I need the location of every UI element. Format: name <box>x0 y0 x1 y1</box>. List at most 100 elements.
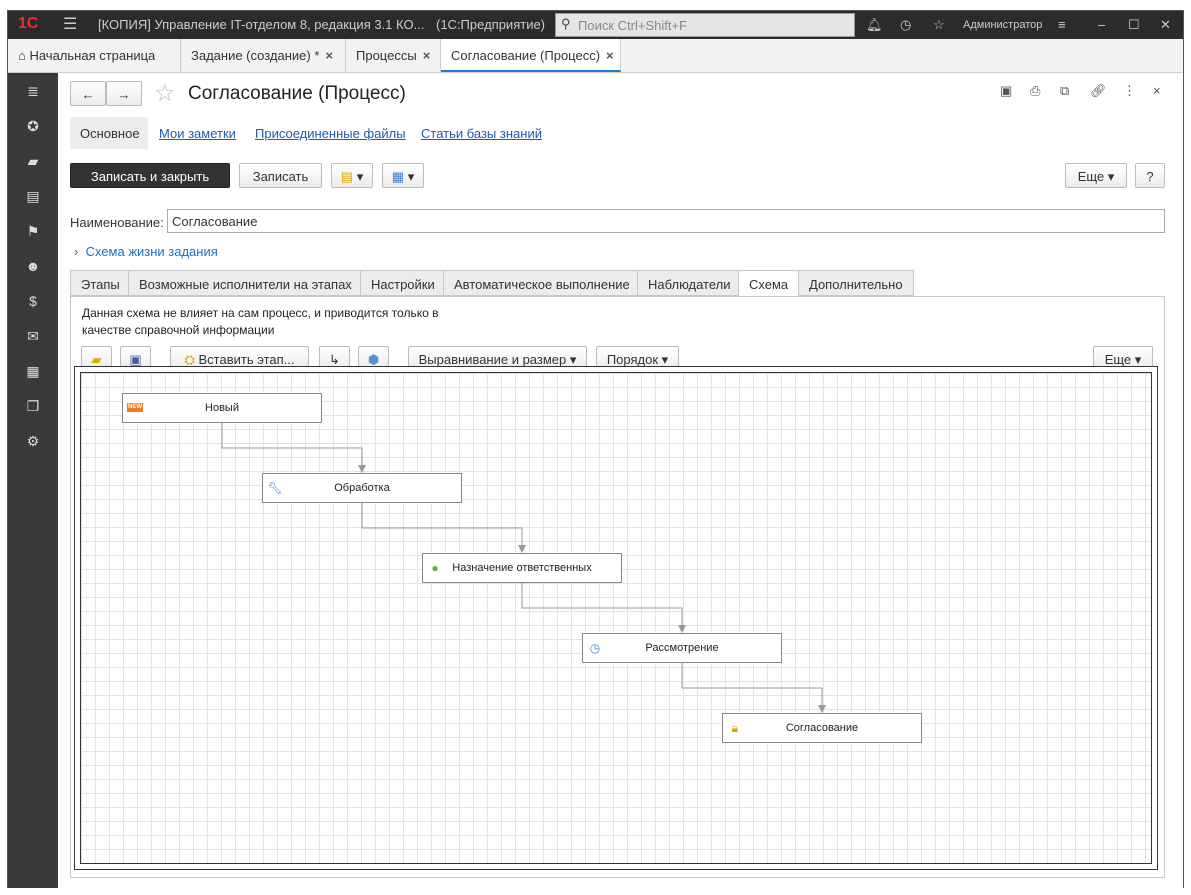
shapes-icon: ⬢ <box>367 352 380 367</box>
folder-icon: ▰ <box>91 352 102 367</box>
stage-label: Новый <box>205 402 239 414</box>
order-label: Порядок <box>606 352 659 367</box>
stage-node[interactable]: 🔒︎ Согласование <box>722 713 922 743</box>
floppy-icon: ▣ <box>129 352 142 367</box>
wrench-icon: 🔧︎ <box>267 481 283 495</box>
scheme-canvas[interactable]: NEW Новый 🔧︎ Обработка ● Назначение ответстве… <box>74 366 1158 870</box>
more-label: Еще <box>1077 169 1105 184</box>
tab-home[interactable]: ⌂ Начальная страница <box>8 39 181 72</box>
tab-bar: ⌂ Начальная страница Задание (создание) … <box>8 39 1183 73</box>
user-name[interactable]: Администратор <box>963 19 1043 31</box>
back-button[interactable]: ← <box>70 81 106 106</box>
nav-main[interactable]: Основное <box>70 117 148 149</box>
stage-label: Обработка <box>334 482 390 494</box>
mail-icon[interactable]: ✉ <box>27 328 39 344</box>
arrow-head <box>818 705 826 713</box>
history-icon[interactable]: ◷ <box>900 17 912 32</box>
close-icon[interactable]: × <box>422 48 431 63</box>
nav-files[interactable]: Присоединенные файлы <box>255 126 406 141</box>
nav-knowledge[interactable]: Статьи базы знаний <box>421 126 542 141</box>
tab-task[interactable]: Задание (создание) * × <box>181 39 346 72</box>
settings-icon[interactable]: ≡ <box>1058 17 1066 32</box>
grid: NEW Новый 🔧︎ Обработка ● Назначение ответстве… <box>80 372 1152 864</box>
maximize-icon[interactable]: ☐ <box>1128 17 1140 32</box>
star-icon[interactable]: ✪ <box>27 118 39 134</box>
stage-icon: ⛭ <box>184 352 199 367</box>
money-icon[interactable]: $ <box>29 293 37 309</box>
tab-label: Начальная страница <box>29 48 156 63</box>
stage-node[interactable]: ● Назначение ответственных <box>422 553 622 583</box>
tab-label: Согласование (Процесс) <box>451 48 601 63</box>
home-icon: ⌂ <box>18 48 30 63</box>
reports-button[interactable]: ▦ ▾ <box>382 163 424 188</box>
tab-label: Задание (создание) * <box>191 48 320 63</box>
inner-tabs: Этапы Возможные исполнители на этапах На… <box>70 270 1165 297</box>
menu-icon[interactable]: ≣ <box>27 83 39 99</box>
tab-label: Процессы <box>356 48 417 63</box>
tab-auto[interactable]: Автоматическое выполнение <box>443 270 641 296</box>
scheme-note-2: качестве справочной информации <box>82 323 275 337</box>
help-button[interactable]: ? <box>1135 163 1165 188</box>
connector-icon: ↳ <box>329 352 340 367</box>
close-icon[interactable]: × <box>606 48 614 63</box>
stage-label: Согласование <box>785 722 859 734</box>
stage-node[interactable]: ◷ Рассмотрение <box>582 633 782 663</box>
link-icon[interactable]: 🔗︎ <box>1090 83 1107 98</box>
tab-settings[interactable]: Настройки <box>360 270 446 296</box>
connectors <box>221 423 826 713</box>
report-icon: ▦ <box>391 169 405 184</box>
printer-icon[interactable]: ▤ <box>26 188 40 204</box>
print-icon[interactable]: ⎙ <box>1030 83 1041 98</box>
connector-line[interactable] <box>361 503 523 546</box>
gear-icon[interactable]: ⚙ <box>26 433 40 449</box>
connector-line[interactable] <box>681 663 823 706</box>
close-icon[interactable]: × <box>1153 83 1161 98</box>
documents-icon[interactable]: ❐ <box>26 398 40 414</box>
tab-performers[interactable]: Возможные исполнители на этапах <box>128 270 363 296</box>
save-and-close-button[interactable]: Записать и закрыть <box>70 163 230 188</box>
page-title: Согласование (Процесс) <box>188 83 406 104</box>
nav-notes[interactable]: Мои заметки <box>159 126 236 141</box>
save-button[interactable]: Записать <box>239 163 322 188</box>
search-input[interactable]: ⚲ Поиск Ctrl+Shift+F <box>555 13 855 37</box>
bell-icon[interactable]: 🔔︎ <box>866 17 883 32</box>
main-menu-icon[interactable]: ☰ <box>63 16 78 33</box>
window-title: [КОПИЯ] Управление IT-отделом 8, редакци… <box>98 17 425 32</box>
tab-scheme[interactable]: Схема <box>738 270 800 297</box>
search-icon: ⚲ <box>561 16 571 31</box>
tab-approval[interactable]: Согласование (Процесс) × <box>441 39 621 72</box>
minimize-icon[interactable]: – <box>1098 17 1106 32</box>
more-button[interactable]: Еще ▾ <box>1065 163 1127 188</box>
flag-icon[interactable]: ⚑ <box>26 223 40 239</box>
search-placeholder: Поиск Ctrl+Shift+F <box>578 18 687 33</box>
connector-line[interactable] <box>221 423 363 466</box>
connector-line[interactable] <box>521 583 683 626</box>
arrow-head <box>358 465 366 473</box>
tab-additional[interactable]: Дополнительно <box>798 270 914 296</box>
create-based-on-button[interactable]: ▤ ▾ <box>331 163 373 188</box>
users-icon[interactable]: ☻ <box>25 258 41 274</box>
app-name: (1С:Предприятие) <box>436 17 546 32</box>
align-label: Выравнивание и размер <box>418 352 567 367</box>
more-label: Еще <box>1104 352 1132 367</box>
forward-button[interactable]: → <box>106 81 142 106</box>
scheme-panel <box>70 296 1165 878</box>
favorite-star-icon[interactable]: ☆ <box>154 80 176 107</box>
calendar-icon[interactable]: ▦ <box>26 363 40 379</box>
tab-observers[interactable]: Наблюдатели <box>637 270 742 296</box>
name-field[interactable]: Согласование <box>167 209 1165 233</box>
tab-stages[interactable]: Этапы <box>70 270 131 296</box>
stage-node[interactable]: 🔧︎ Обработка <box>262 473 462 503</box>
tab-processes[interactable]: Процессы × <box>346 39 441 72</box>
chevron-right-icon: › <box>74 244 86 259</box>
more-icon[interactable]: ⋮ <box>1123 83 1136 98</box>
preview-icon[interactable]: ⧉ <box>1060 83 1070 98</box>
lifecycle-toggle[interactable]: › Схема жизни задания <box>74 244 218 259</box>
truck-icon[interactable]: ▰ <box>27 153 39 169</box>
close-window-icon[interactable]: ✕ <box>1160 17 1171 32</box>
stage-node[interactable]: NEW Новый <box>122 393 322 423</box>
save-icon[interactable]: ▣ <box>1000 83 1013 98</box>
star-icon[interactable]: ☆ <box>933 17 945 32</box>
stage-label: Рассмотрение <box>645 642 719 654</box>
close-icon[interactable]: × <box>325 48 333 63</box>
